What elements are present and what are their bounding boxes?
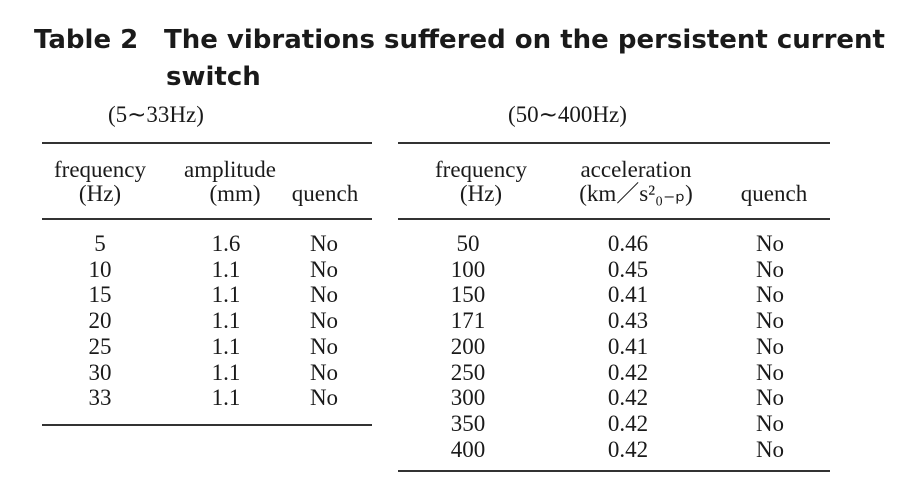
left-header-quench: quench xyxy=(291,181,359,206)
table-cell: 150 xyxy=(450,282,486,308)
table-cell: 10 xyxy=(88,256,112,282)
table-cell: No xyxy=(309,359,339,385)
table-cell: 0.42 xyxy=(607,385,649,411)
table-cell: 0.46 xyxy=(607,231,649,256)
table-cell: No xyxy=(309,308,339,334)
table-cell: 171 xyxy=(450,308,486,334)
table-cell: 1.6 xyxy=(211,231,241,256)
table-cell: No xyxy=(755,385,785,411)
right-top-rule xyxy=(398,142,830,144)
table-cell: 1.1 xyxy=(211,256,241,282)
left-top-rule xyxy=(42,142,372,144)
table-cell: 100 xyxy=(450,256,486,282)
table-cell: 200 xyxy=(450,333,486,359)
table-title: Table 2 The vibrations suffered on the pe… xyxy=(34,22,885,96)
table-cell: 1.1 xyxy=(211,333,241,359)
table-cell: 15 xyxy=(88,282,112,308)
table-cell: 5 xyxy=(94,231,106,256)
table-cell: 0.42 xyxy=(607,359,649,385)
right-header-acceleration: acceleration (km／s²₀₋ₚ) xyxy=(579,157,693,206)
right-caption: (50∼400Hz) xyxy=(508,102,627,127)
table-cell: 0.41 xyxy=(607,333,649,359)
table-cell: 33 xyxy=(88,385,112,411)
table-cell: 400 xyxy=(450,436,486,462)
table-cell: 30 xyxy=(88,359,112,385)
table-cell: No xyxy=(755,436,785,462)
table-cell: 0.45 xyxy=(607,256,649,282)
table-cell: No xyxy=(755,333,785,359)
table-cell: No xyxy=(309,333,339,359)
table-cell: 25 xyxy=(88,333,112,359)
table-cell: 250 xyxy=(450,359,486,385)
table-cell: 50 xyxy=(456,231,480,256)
table-cell: No xyxy=(309,282,339,308)
table-cell: 1.1 xyxy=(211,385,241,411)
table-cell: 0.42 xyxy=(607,410,649,436)
right-header-frequency: frequency (Hz) xyxy=(435,157,527,206)
table-cell: 20 xyxy=(88,308,112,334)
table-cell: No xyxy=(755,410,785,436)
table-cell: No xyxy=(755,282,785,308)
table-cell: No xyxy=(309,385,339,411)
table-cell: 1.1 xyxy=(211,308,241,334)
left-bottom-rule xyxy=(42,424,372,426)
table-cell: 0.42 xyxy=(607,436,649,462)
right-header-rule xyxy=(398,218,830,220)
table-cell: No xyxy=(309,231,339,256)
table-cell: No xyxy=(755,231,785,256)
left-header-rule xyxy=(42,218,372,220)
title-line-2: switch xyxy=(166,62,261,92)
table-cell: 0.43 xyxy=(607,308,649,334)
table-cell: 0.41 xyxy=(607,282,649,308)
right-header-quench: quench xyxy=(740,181,808,206)
table-cell: No xyxy=(309,256,339,282)
right-bottom-rule xyxy=(398,470,830,472)
table-cell: 350 xyxy=(450,410,486,436)
table-cell: 300 xyxy=(450,385,486,411)
title-line-1: The vibrations suffered on the persisten… xyxy=(164,25,885,55)
table-cell: No xyxy=(755,359,785,385)
table-cell: No xyxy=(755,308,785,334)
left-header-amplitude: amplitude (mm) xyxy=(184,157,276,206)
table-cell: 1.1 xyxy=(211,359,241,385)
left-header-frequency: frequency (Hz) xyxy=(54,157,146,206)
table-number: Table 2 xyxy=(34,25,139,55)
left-caption: (5∼33Hz) xyxy=(108,102,204,127)
table-cell: No xyxy=(755,256,785,282)
table-cell: 1.1 xyxy=(211,282,241,308)
